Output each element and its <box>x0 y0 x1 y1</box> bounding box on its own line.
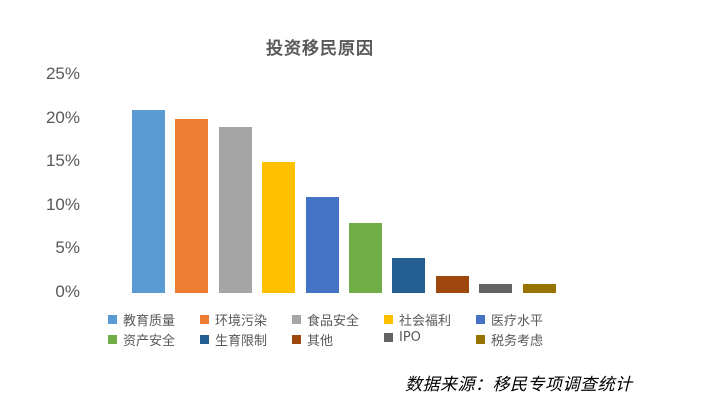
legend-label: 社会福利 <box>399 314 452 329</box>
legend-item: 社会福利 <box>384 310 451 329</box>
legend-swatch-icon <box>292 335 301 344</box>
legend-item: 食品安全 <box>292 310 359 329</box>
legend-label: 资产安全 <box>123 334 176 349</box>
legend-item: 教育质量 <box>108 310 175 329</box>
bar-4 <box>262 162 296 293</box>
plot-area <box>115 75 565 293</box>
legend-item: 税务考虑 <box>476 330 543 349</box>
legend-item: IPO <box>384 330 421 345</box>
bar-8 <box>435 275 469 293</box>
y-tick-label: 15% <box>45 151 80 171</box>
bar-2 <box>175 118 209 293</box>
bar-1 <box>132 109 165 293</box>
legend-swatch-icon <box>108 335 117 344</box>
y-tick-label: 5% <box>55 238 80 258</box>
bar-10 <box>522 284 556 293</box>
bar-7 <box>392 258 426 293</box>
y-tick-label: 25% <box>45 64 80 83</box>
legend-item: 环境污染 <box>200 310 267 329</box>
legend-swatch-icon <box>384 333 393 342</box>
legend-label: 医疗水平 <box>491 314 544 329</box>
legend-swatch-icon <box>384 315 393 324</box>
bar-9 <box>479 284 513 293</box>
y-tick-label: 10% <box>45 194 80 214</box>
data-source-note: 数据来源：移民专项调查统计 <box>405 375 633 395</box>
legend-swatch-icon <box>476 335 485 344</box>
legend-swatch-icon <box>108 315 117 324</box>
legend-label: 生育限制 <box>215 334 268 349</box>
y-tick-label: 0% <box>55 282 80 301</box>
legend-label: 食品安全 <box>307 314 360 329</box>
y-tick-label: 20% <box>45 107 80 127</box>
legend-label: 其他 <box>307 334 334 349</box>
legend-item: 医疗水平 <box>476 310 543 329</box>
bar-5 <box>305 197 339 293</box>
bar-6 <box>349 223 382 293</box>
legend-item: 其他 <box>292 330 333 349</box>
chart-title: 投资移民原因 <box>266 39 374 59</box>
legend-label: 教育质量 <box>123 314 176 329</box>
legend-item: 生育限制 <box>200 330 267 349</box>
legend-swatch-icon <box>292 315 301 324</box>
legend-swatch-icon <box>200 335 209 344</box>
legend-swatch-icon <box>200 315 209 324</box>
legend-label: IPO <box>399 330 421 345</box>
legend-swatch-icon <box>476 315 485 324</box>
bar-3 <box>218 127 252 293</box>
legend-label: 环境污染 <box>215 314 268 329</box>
legend-label: 税务考虑 <box>491 334 544 349</box>
legend-item: 资产安全 <box>108 330 175 349</box>
